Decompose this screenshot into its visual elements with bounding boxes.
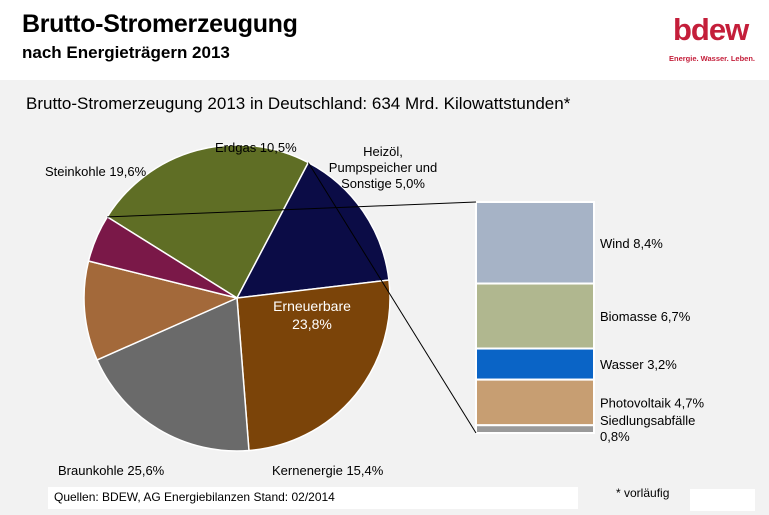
header: Brutto-Stromerzeugung nach Energieträger… bbox=[0, 0, 769, 80]
preliminary-note: * vorläufig bbox=[616, 486, 670, 500]
footer-background bbox=[48, 487, 578, 509]
slice-label-erdgas: Erdgas 10,5% bbox=[215, 140, 297, 155]
breakdown-label-siedlungsabfaelle: Siedlungsabfälle bbox=[600, 413, 695, 428]
pie-chart-svg: Erneuerbare 23,8% Kernenergie 15,4% Braunko… bbox=[45, 140, 705, 478]
breakdown-bar-siedlungsabf-lle bbox=[475, 424, 595, 434]
breakdown-bar-wind bbox=[475, 201, 595, 285]
logo-tagline: Energie. Wasser. Leben. bbox=[669, 54, 756, 63]
connector-line-top bbox=[107, 201, 477, 218]
chart-area: Brutto-Stromerzeugung 2013 in Deutschlan… bbox=[0, 80, 769, 515]
chart-title: Brutto-Stromerzeugung 2013 in Deutschlan… bbox=[26, 94, 571, 113]
logo-word: bdew bbox=[673, 12, 749, 47]
breakdown-bar-photovoltaik bbox=[475, 378, 595, 427]
breakdown-value-siedlungsabfaelle: 0,8% bbox=[600, 429, 630, 444]
pie-slice-erneuerbare bbox=[106, 144, 310, 300]
source-note: Quellen: BDEW, AG Energiebilanzen Stand:… bbox=[54, 490, 335, 504]
slice-label-steinkohle: Steinkohle 19,6% bbox=[45, 164, 147, 179]
slice-label-kernenergie: Kernenergie 15,4% bbox=[272, 463, 384, 478]
bdew-logo: bdew Energie. Wasser. Leben. bbox=[665, 12, 761, 67]
breakdown-bar-wasser bbox=[475, 347, 595, 381]
breakdown-label-photovoltaik: Photovoltaik 4,7% bbox=[600, 395, 705, 410]
breakdown-bar-biomasse bbox=[475, 282, 595, 350]
pie-slice-steinkohle bbox=[96, 296, 250, 452]
pie-slice-erdgas bbox=[83, 260, 240, 361]
breakdown-label-biomasse: Biomasse 6,7% bbox=[600, 309, 691, 324]
pie-slice-kernenergie bbox=[235, 161, 390, 299]
breakdown-label-wind: Wind 8,4% bbox=[600, 236, 663, 251]
page-subtitle: nach Energieträgern 2013 bbox=[22, 43, 230, 62]
slice-value-erneuerbare: 23,8% bbox=[292, 316, 332, 332]
page-title: Brutto-Stromerzeugung bbox=[22, 10, 298, 38]
pie-slice-heiz-l-pumpspeicher-und-sonstige bbox=[87, 215, 238, 299]
connector-line-bottom bbox=[307, 162, 477, 434]
slice-label-erneuerbare: Erneuerbare bbox=[273, 298, 351, 314]
breakdown-label-wasser: Wasser 3,2% bbox=[600, 357, 677, 372]
pie-slice-braunkohle bbox=[236, 279, 391, 452]
slice-label-braunkohle: Braunkohle 25,6% bbox=[58, 463, 165, 478]
slice-label-sonstige: Heizöl, Pumpspeicher und Sonstige 5,0% bbox=[329, 144, 437, 191]
note-background bbox=[690, 489, 755, 511]
